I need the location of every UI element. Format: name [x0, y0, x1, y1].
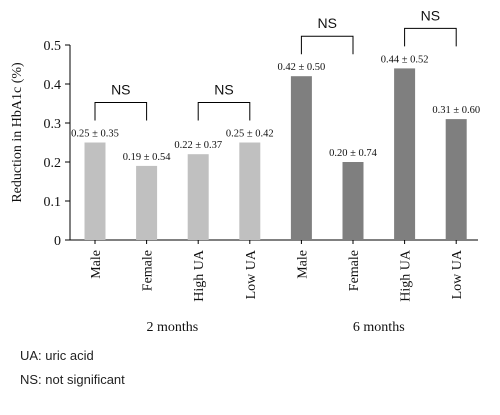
bar — [290, 76, 312, 240]
significance-bracket — [197, 102, 251, 121]
bar-data-label: 0.42 ± 0.50 — [278, 62, 326, 73]
bar-data-label: 0.20 ± 0.74 — [329, 148, 378, 159]
significance-label: NS — [214, 82, 233, 98]
group-labels: 2 months 6 months — [147, 320, 405, 335]
significance-bracket — [94, 102, 148, 121]
y-tick-label: 0.5 — [44, 39, 62, 54]
y-tick-label: 0.2 — [44, 156, 62, 171]
group-label: 2 months — [147, 320, 199, 335]
bar-chart: Reduction in HbA1c (%) 00.10.20.30.40.5 … — [10, 7, 480, 335]
bar — [239, 142, 261, 240]
footnote-ns: NS: not significant — [20, 372, 125, 387]
significance-bracket — [404, 27, 457, 47]
data-labels: 0.25 ± 0.35 0.19 ± 0.540.22 ± 0.37 0.25 ± … — [71, 54, 480, 162]
bar — [342, 162, 364, 240]
footnote-ua: UA: uric acid — [20, 348, 94, 363]
bar-data-label: 0.25 ± 0.35 — [71, 129, 119, 140]
significance-label: NS — [317, 15, 336, 31]
y-tick-label: 0.3 — [44, 117, 62, 132]
significance-bracket — [300, 35, 354, 55]
bar — [445, 119, 467, 240]
x-tick-label: Low UA — [244, 249, 259, 299]
x-tick-label: Female — [347, 250, 362, 291]
y-tick-label: 0.4 — [44, 78, 62, 93]
x-tick-label: Low UA — [450, 249, 465, 299]
significance-label: NS — [421, 7, 440, 23]
y-axis-title: Reduction in HbA1c (%) — [10, 62, 25, 203]
x-tick-label: Male — [295, 250, 310, 279]
x-tick-label: Female — [141, 250, 156, 291]
x-tick-label: High UA — [192, 249, 207, 302]
bar — [394, 68, 416, 241]
bar-data-label: 0.25 ± 0.42 — [226, 129, 274, 140]
y-tick-label: 0.1 — [44, 195, 62, 210]
bars — [84, 68, 467, 241]
x-tick-label: Male — [89, 250, 104, 279]
bar-data-label: 0.44 ± 0.52 — [381, 54, 429, 65]
x-tick-label: High UA — [399, 249, 414, 302]
bar — [136, 165, 158, 240]
bar-data-label: 0.31 ± 0.60 — [432, 105, 480, 116]
y-tick-label: 0 — [54, 234, 61, 249]
y-ticks: 0 0.1 0.2 0.3 0.4 0.5 — [44, 39, 70, 249]
bar-data-label: 0.19 ± 0.54 — [123, 152, 172, 163]
group-label: 6 months — [353, 320, 405, 335]
significance-brackets: NS NS NS NS — [94, 7, 457, 121]
bar — [187, 154, 209, 240]
x-tick-labels: Male Female High UA Low UA Male Female High UA… — [89, 240, 465, 302]
bar — [84, 142, 106, 240]
bar-data-label: 0.22 ± 0.37 — [174, 140, 222, 151]
significance-label: NS — [111, 82, 130, 98]
axes — [69, 45, 478, 241]
